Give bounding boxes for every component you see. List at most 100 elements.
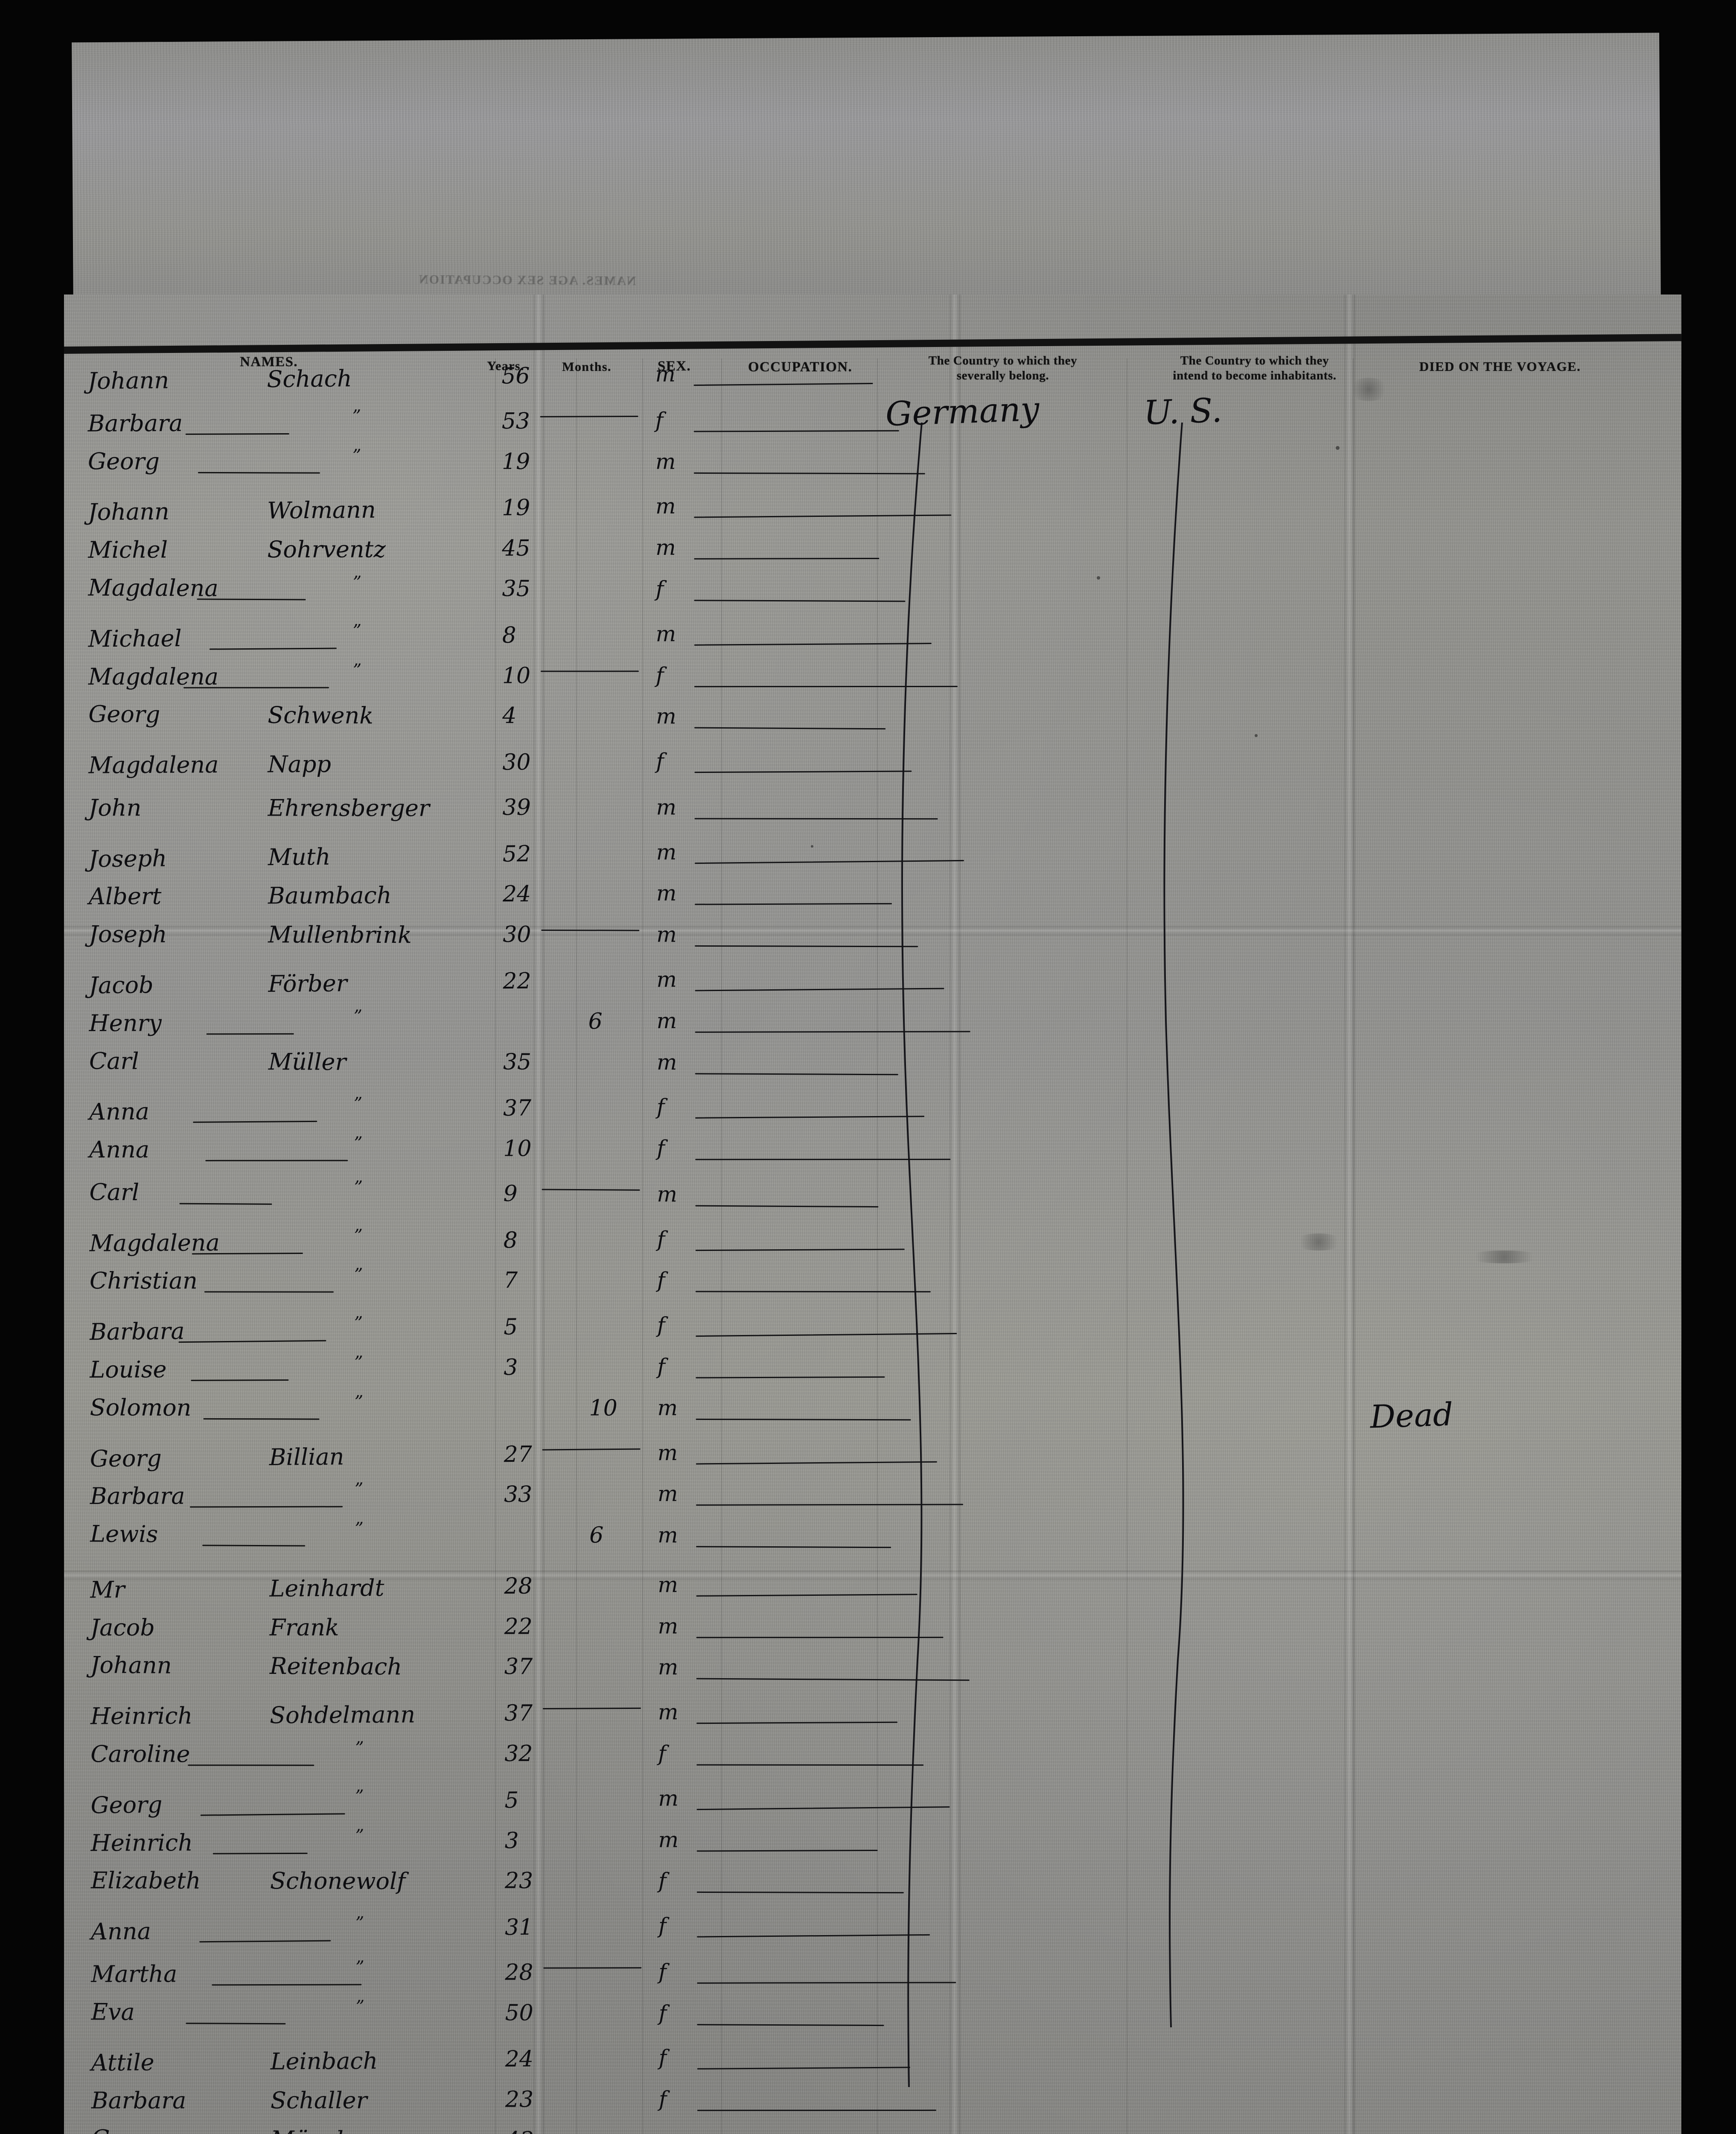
manifest-row: Henry ” 6 m: [64, 1003, 1681, 1050]
scan-smudge: [1464, 1251, 1545, 1263]
cell-ditto-mark: ”: [355, 1786, 364, 1806]
cell-sex: m: [657, 1481, 678, 1507]
cell-last-name: Frank: [269, 1614, 339, 1641]
cell-age-years: 37: [504, 1654, 533, 1680]
manifest-row: Anna ” 37 f: [64, 1086, 1681, 1140]
cell-last-name: Förber: [268, 970, 347, 997]
cell-first-name: Mr: [90, 1576, 125, 1603]
occupation-pen-stroke: [693, 472, 925, 474]
cell-sex: m: [659, 2128, 679, 2134]
cell-first-name: Eva: [91, 1998, 135, 2026]
cell-last-name: Reitenbach: [269, 1653, 402, 1681]
name-pen-stroke: [206, 1033, 294, 1035]
cell-age-years: 5: [504, 1787, 519, 1813]
age-pen-stroke: [542, 1448, 641, 1451]
cell-age-years: 37: [503, 1095, 532, 1122]
cell-first-name: Michel: [88, 536, 168, 564]
cell-ditto-mark: ”: [354, 1353, 363, 1373]
cell-first-name: Georg: [87, 447, 160, 475]
cell-first-name: Elizabeth: [90, 1867, 201, 1895]
cell-age-years: 28: [505, 1959, 533, 1985]
cell-age-months: 10: [589, 1395, 618, 1421]
cell-first-name: Carl: [89, 1178, 140, 1206]
cell-sex: m: [657, 1440, 678, 1465]
cell-last-name: Ehrensberger: [268, 794, 430, 822]
name-pen-stroke: [198, 472, 320, 474]
cell-first-name: Johann: [87, 498, 170, 526]
cell-age-years: 5: [503, 1314, 518, 1340]
name-pen-stroke: [186, 2022, 286, 2024]
cell-last-name: Billian: [269, 1443, 344, 1471]
cell-ditto-mark: ”: [354, 1225, 363, 1245]
cell-ditto-mark: ”: [355, 1825, 364, 1846]
occupation-pen-stroke: [696, 1594, 918, 1597]
manifest-row: Michael ” 8 m: [64, 612, 1680, 666]
cell-age-years: 22: [504, 1614, 533, 1640]
paper-upper-flap: [72, 32, 1661, 316]
cell-sex: f: [658, 1913, 667, 1939]
cell-last-name: Müller: [268, 1048, 347, 1076]
cell-ditto-mark: ”: [354, 1479, 364, 1499]
manifest-row: Georg Billian 27 m: [64, 1429, 1681, 1486]
cell-ditto-mark: ”: [353, 1006, 363, 1026]
name-pen-stroke: [212, 1984, 362, 1986]
cell-ditto-mark: ”: [354, 1177, 363, 1197]
cell-sex: f: [655, 662, 664, 688]
cell-ditto-mark: ”: [352, 406, 361, 426]
cell-first-name: Magdalena: [89, 1229, 220, 1257]
cell-sex: m: [655, 535, 676, 560]
cell-sex: m: [658, 1827, 679, 1852]
occupation-pen-stroke: [695, 988, 944, 991]
cell-ditto-mark: ”: [352, 572, 362, 592]
name-pen-stroke: [203, 1418, 320, 1420]
cell-ditto-mark: ”: [354, 1265, 363, 1285]
occupation-pen-stroke: [695, 903, 892, 905]
cell-sex: m: [658, 1655, 679, 1680]
occupation-pen-stroke: [696, 1764, 924, 1766]
cell-first-name: John: [88, 794, 142, 822]
cell-first-name: Anna: [89, 1098, 149, 1125]
manifest-row: Jacob Förber 22 m: [64, 955, 1681, 1012]
cell-age-years: 56: [501, 363, 530, 389]
occupation-pen-stroke: [694, 860, 964, 864]
manifest-row: Barbara ” 53 f: [64, 399, 1680, 448]
cell-first-name: Attile: [91, 2049, 154, 2076]
occupation-pen-stroke: [693, 430, 899, 432]
cell-ditto-mark: ”: [352, 621, 362, 641]
cell-first-name: Heinrich: [90, 1829, 193, 1857]
cell-sex: f: [657, 1136, 665, 1161]
occupation-pen-stroke: [694, 558, 880, 560]
cell-first-name: Johann: [87, 367, 169, 395]
occupation-pen-stroke: [694, 818, 938, 819]
country-belong-line-2: severally belong.: [956, 369, 1049, 383]
cell-age-years: 45: [502, 535, 530, 562]
column-header-years: Years.: [487, 359, 524, 373]
manifest-row: Anna ” 10 f: [64, 1134, 1681, 1178]
occupation-pen-stroke: [697, 1982, 956, 1984]
cell-first-name: Caroline: [90, 1740, 190, 1768]
cell-ditto-mark: ”: [354, 1392, 364, 1412]
cell-sex: m: [658, 1572, 678, 1598]
cell-sex: m: [658, 1786, 679, 1811]
age-pen-stroke: [540, 415, 638, 417]
scan-smudge: [1349, 378, 1389, 401]
cell-ditto-mark: ”: [355, 1738, 364, 1758]
cell-age-years: 24: [505, 2046, 534, 2073]
cell-sex: f: [658, 1959, 667, 1984]
scan-speck: [1097, 576, 1100, 580]
manifest-row: Barbara Schaller 23 f: [66, 2082, 1681, 2126]
name-pen-stroke: [205, 1160, 348, 1162]
country-to-brace-stroke: [1163, 423, 1184, 2028]
occupation-pen-stroke: [693, 383, 873, 386]
cell-first-name: Joseph: [89, 921, 167, 948]
cell-ditto-mark: ”: [354, 1133, 363, 1153]
cell-age-years: 32: [504, 1741, 533, 1767]
cell-died-on-voyage: Dead: [1369, 1396, 1454, 1436]
occupation-pen-stroke: [696, 1333, 957, 1337]
column-header-country-belong: The Country to which they severally belo…: [877, 353, 1129, 384]
cell-sex: m: [657, 1395, 678, 1420]
occupation-pen-stroke: [695, 1073, 898, 1075]
manifest-row: Anna ” 31 f: [65, 1904, 1681, 1960]
cell-age-years: 9: [503, 1181, 518, 1207]
cell-first-name: Barbara: [91, 2087, 186, 2114]
